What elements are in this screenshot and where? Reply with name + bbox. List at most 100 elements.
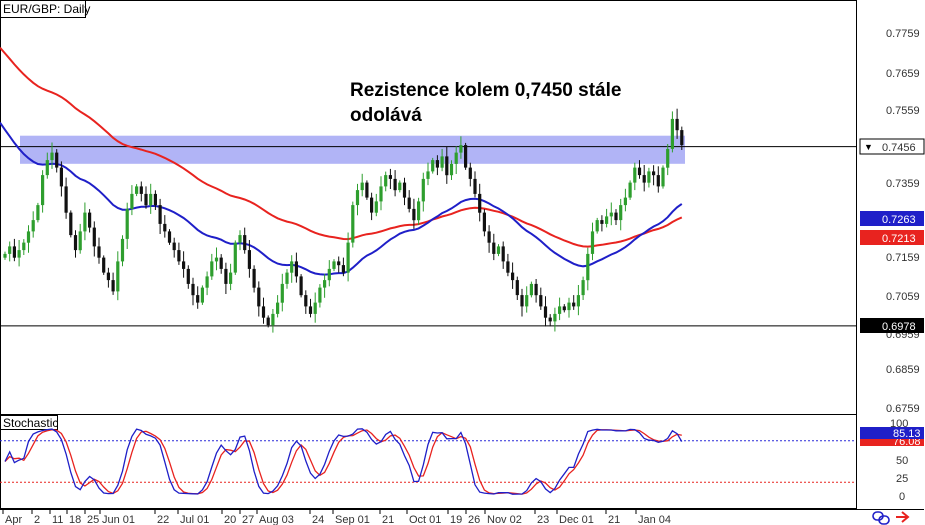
candle-body — [139, 186, 143, 194]
candle-body — [370, 197, 374, 213]
sma-slow-line — [0, 46, 683, 248]
candle-body — [308, 306, 313, 314]
candle-body — [116, 261, 120, 292]
x-tick-label: 27 — [242, 514, 254, 525]
stochastic-d-line — [4, 429, 682, 495]
x-tick-label: Jan 04 — [638, 514, 671, 525]
price-badge-text: 0.7263 — [882, 214, 916, 226]
candle-body — [656, 175, 660, 187]
candle-body — [435, 160, 439, 168]
stochastic-title: Stochastic — [3, 416, 58, 430]
x-tick-label: 22 — [157, 514, 169, 525]
candle-body — [88, 212, 92, 228]
candle-body — [421, 178, 425, 202]
candle-body — [69, 212, 73, 236]
x-tick-label: Dec 01 — [559, 514, 594, 525]
candle-body — [468, 167, 472, 179]
candle-body — [520, 295, 524, 307]
candle-body — [581, 280, 585, 296]
candle-body — [266, 317, 270, 326]
candle-body — [196, 295, 200, 303]
candle-body — [252, 268, 256, 288]
sma-fast-line — [0, 122, 683, 276]
x-tick-label: Jun 01 — [102, 514, 135, 525]
candle-body — [276, 302, 280, 314]
candle-body — [97, 246, 101, 258]
candle-body — [337, 261, 341, 266]
candle-body — [327, 268, 331, 281]
price-badge-sma-fast: 0.7263 — [860, 211, 924, 226]
candle-body — [229, 272, 233, 284]
candle-body — [125, 208, 129, 239]
candle-body — [41, 175, 45, 206]
candle-body — [652, 171, 656, 176]
candle-body — [478, 193, 482, 213]
candle-body — [647, 171, 651, 183]
candle-body — [586, 253, 590, 281]
arrow-right-icon[interactable] — [896, 511, 910, 523]
candle-body — [83, 212, 87, 232]
candle-body — [572, 302, 576, 307]
candle-body — [506, 261, 510, 273]
resistance-zone — [20, 135, 685, 164]
candle-body — [149, 193, 153, 206]
candle-body — [290, 261, 294, 273]
y-tick: 0.7359 — [886, 178, 920, 190]
candle-body — [388, 175, 392, 179]
link-icon[interactable] — [872, 511, 890, 525]
candle-body — [323, 280, 327, 288]
candle-body — [102, 257, 106, 273]
candle-body — [224, 268, 228, 284]
stochastic-k-line — [4, 428, 683, 495]
candle-body — [374, 201, 378, 213]
stoch-badge-box — [860, 435, 924, 446]
price-badge-box — [860, 318, 924, 333]
x-tick-label: Nov 02 — [487, 514, 522, 525]
candle-body — [412, 208, 416, 221]
candle-body — [402, 182, 407, 198]
candle-body — [3, 253, 7, 258]
candle-body — [562, 306, 566, 311]
stoch-badge-text: 85.13 — [893, 428, 921, 440]
candle-body — [26, 231, 31, 243]
y-tick: 0.7759 — [886, 28, 920, 40]
candle-body — [130, 193, 134, 209]
candle-body — [459, 145, 463, 153]
candle-body — [464, 145, 468, 168]
candle-body — [205, 276, 209, 288]
x-tick-label: 18 — [69, 514, 81, 525]
x-tick-label: 25 — [87, 514, 99, 525]
candle-body — [271, 313, 275, 326]
x-tick-label: Aug 03 — [259, 514, 294, 525]
candle-body — [426, 171, 430, 179]
x-tick-label: Oct 01 — [409, 514, 441, 525]
candle-body — [182, 261, 186, 269]
x-tick-label: 21 — [382, 514, 394, 525]
annotation-line-1: Rezistence kolem 0,7450 stále — [350, 80, 621, 101]
stoch-y-tick: 0 — [899, 491, 905, 503]
candle-body — [233, 242, 237, 273]
candle-body — [628, 182, 632, 198]
candle-body — [365, 182, 369, 198]
x-tick-label: 11 — [52, 514, 63, 525]
x-tick-label: 20 — [224, 514, 236, 525]
candle-body — [445, 156, 449, 176]
candle-body — [106, 272, 110, 281]
y-tick: 0.6859 — [886, 364, 920, 376]
candle-body — [177, 250, 181, 262]
candle-body — [64, 186, 68, 213]
y-tick: 0.7059 — [886, 291, 920, 303]
x-tick-label: Apr — [5, 514, 22, 525]
candle-body — [605, 216, 609, 224]
candle-body — [525, 295, 529, 307]
candle-body — [36, 205, 40, 221]
candle-body — [614, 212, 618, 221]
candle-body — [534, 283, 538, 296]
candle-body — [576, 295, 580, 307]
candle-body — [567, 302, 571, 311]
annotation-line-2: odolává — [350, 105, 422, 126]
candle-body — [600, 220, 604, 224]
down-arrow-icon: ▼ — [864, 142, 873, 152]
candle-body — [379, 186, 383, 202]
candle-body — [238, 235, 242, 243]
